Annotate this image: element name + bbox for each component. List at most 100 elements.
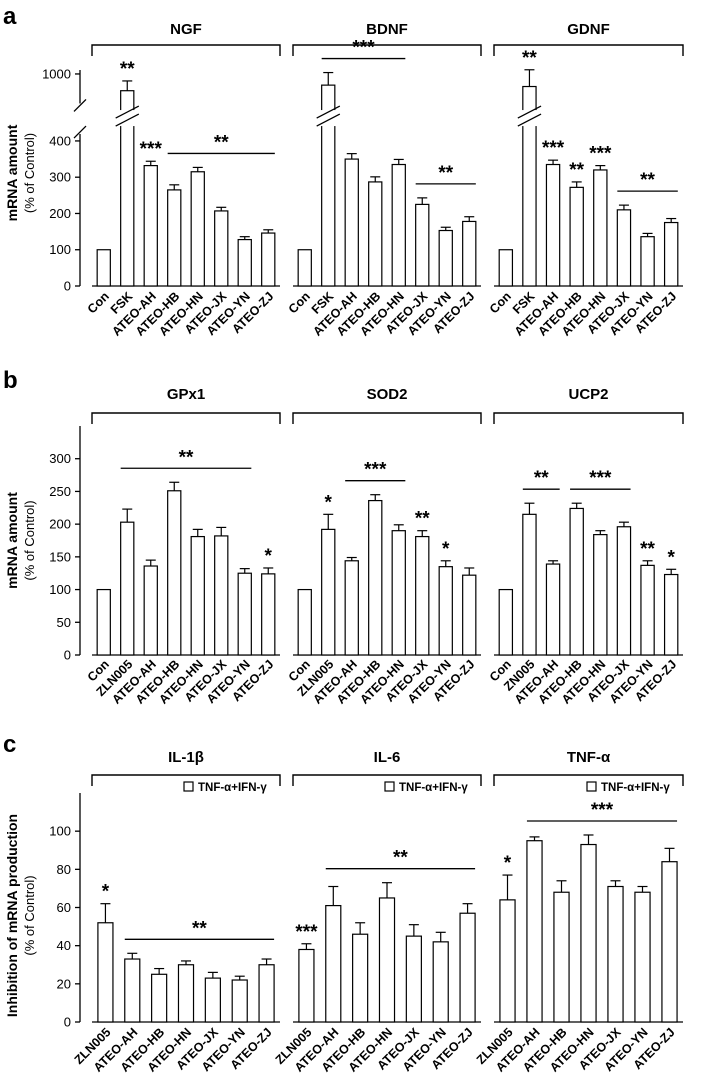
- axis-break-mark: [73, 99, 87, 112]
- significance-marker: ***: [352, 38, 375, 59]
- y-axis-label: Inhibition of mRNA production: [4, 814, 20, 1017]
- bar: [261, 573, 276, 656]
- group-bracket: [91, 774, 281, 786]
- y-tick-label: 150: [49, 549, 71, 564]
- y-tick-label: 0: [64, 279, 71, 294]
- y-tick-label: 400: [49, 133, 71, 148]
- y-axis: 0 50 100 150 200 250 300: [49, 426, 81, 663]
- bar: [432, 941, 449, 1023]
- bar: [231, 979, 248, 1023]
- legend-swatch: [384, 781, 395, 792]
- bar: [640, 564, 655, 656]
- bar: [120, 521, 135, 656]
- panel-a: a mRNA amount (% of Control) 0 100 200 300 400 1…: [3, 3, 684, 339]
- group-bracket: [292, 44, 482, 56]
- bar-break-mark: [517, 113, 542, 127]
- bar: [640, 236, 655, 287]
- y-tick-label: 60: [57, 900, 71, 915]
- bar: [237, 572, 252, 656]
- y-tick-label: 20: [57, 976, 71, 991]
- bar: [545, 163, 561, 287]
- bar: [261, 232, 276, 287]
- y-tick-label: 40: [57, 938, 71, 953]
- significance-marker: *: [442, 539, 450, 560]
- chart-bdnf: BDNFConFSKATEO-AHATEO-HBATEO-HNATEO-JXAT…: [286, 21, 482, 339]
- chart-sod2: SOD2ConZLN005ATEO-AHATEO-HBATEO-HNATEO-J…: [286, 386, 482, 707]
- bar: [569, 186, 584, 287]
- y-tick-label: 200: [49, 517, 71, 532]
- bar: [214, 210, 229, 287]
- group-bracket: [91, 44, 281, 56]
- bar: [96, 249, 111, 287]
- y-axis-label: mRNA amount: [4, 492, 20, 589]
- legend-label: TNF-α+IFN-γ: [399, 782, 468, 794]
- y-tick-label: 250: [49, 484, 71, 499]
- significance-marker: **: [534, 468, 549, 489]
- chart-title: NGF: [170, 21, 202, 38]
- significance-marker: ***: [589, 144, 612, 165]
- significance-marker: **: [415, 509, 430, 530]
- bar: [499, 899, 516, 1023]
- chart-title: SOD2: [367, 386, 408, 403]
- significance-marker: *: [325, 492, 333, 513]
- bar: [545, 563, 561, 656]
- chart-ngf: NGFConFSKATEO-AHATEO-HBATEO-HNATEO-JXATE…: [85, 21, 281, 339]
- chart-title: GPx1: [167, 386, 205, 403]
- significance-marker: **: [640, 170, 655, 191]
- group-bracket: [292, 412, 482, 424]
- bar: [297, 588, 312, 656]
- significance-marker: ***: [295, 922, 318, 943]
- legend-label: TNF-α+IFN-γ: [198, 782, 267, 794]
- bar: [352, 933, 369, 1023]
- y-tick-label: 0: [64, 1015, 71, 1030]
- bar: [663, 573, 679, 656]
- y-axis-label: mRNA amount: [4, 124, 20, 221]
- bar: [391, 530, 406, 656]
- chart-ucp2: UCP2ConZN005ATEO-AHATEO-HBATEO-HNATEO-JX…: [487, 386, 684, 707]
- panel-c: c Inhibition of mRNA production (% of Cont…: [3, 731, 684, 1075]
- significance-marker: ***: [364, 460, 387, 481]
- chart-title: IL-1β: [168, 749, 204, 766]
- bar: [96, 588, 111, 656]
- panel-letter: b: [3, 367, 18, 394]
- significance-marker: ***: [140, 139, 163, 160]
- bar: [190, 171, 205, 287]
- chart-gpx1: GPx1ConZLN005ATEO-AHATEO-HBATEO-HNATEO-J…: [85, 386, 281, 707]
- bar: [438, 566, 453, 656]
- bar: [344, 560, 359, 656]
- panel-letter: a: [3, 3, 17, 30]
- significance-marker: ***: [589, 468, 612, 489]
- bar: [462, 220, 477, 287]
- chart-title: GDNF: [567, 21, 610, 38]
- bar: [151, 973, 168, 1023]
- bar: [368, 499, 383, 656]
- bar: [368, 181, 383, 287]
- bar: [258, 964, 275, 1023]
- bar: [415, 535, 430, 656]
- bar: [616, 209, 632, 287]
- significance-marker: *: [265, 546, 273, 567]
- bar: [167, 189, 182, 287]
- y-axis-sublabel: (% of Control): [22, 500, 37, 580]
- y-tick-label: 300: [49, 451, 71, 466]
- group-bracket: [91, 412, 281, 424]
- chart-il-1-: IL-1βTNF-α+IFN-γZLN005ATEO-AHATEO-HBATEO…: [72, 749, 281, 1075]
- group-bracket: [292, 774, 482, 786]
- bar: [344, 158, 359, 287]
- bar-break-mark: [115, 113, 140, 127]
- significance-marker: **: [192, 918, 207, 939]
- chart-il-6: IL-6TNF-α+IFN-γZLN005ATEO-AHATEO-HBATEO-…: [273, 749, 482, 1075]
- y-tick-label: 200: [49, 206, 71, 221]
- bar: [97, 922, 114, 1023]
- chart-title: IL-6: [374, 749, 401, 766]
- bar: [580, 843, 597, 1023]
- bar: [593, 169, 608, 287]
- chart-title: UCP2: [568, 386, 608, 403]
- x-tick-label: Con: [487, 289, 514, 316]
- y-tick-label: 80: [57, 862, 71, 877]
- bar: [405, 935, 422, 1023]
- legend-swatch: [586, 781, 597, 792]
- y-tick-label: 100: [49, 582, 71, 597]
- chart-gdnf: GDNFConFSKATEO-AHATEO-HBATEO-HNATEO-JXAT…: [487, 21, 684, 339]
- bar-break-mark: [316, 105, 341, 119]
